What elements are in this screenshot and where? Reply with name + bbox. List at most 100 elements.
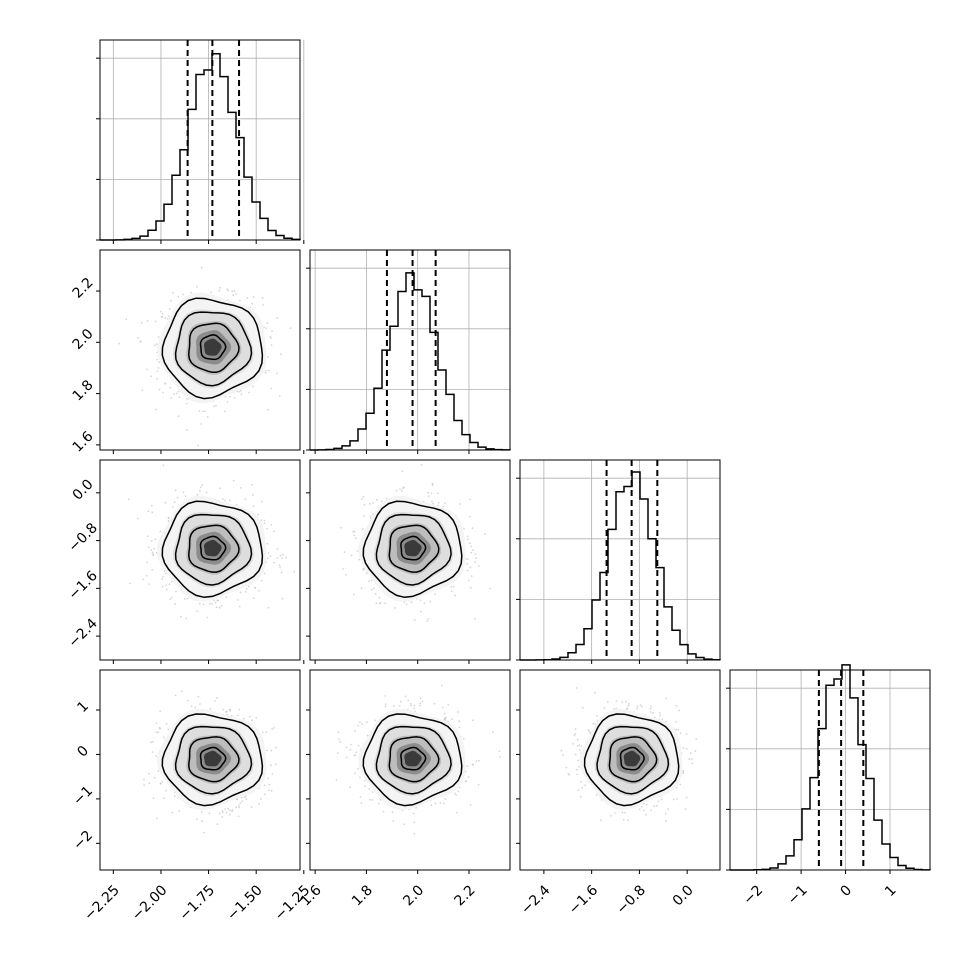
scatter-point [211,603,214,605]
scatter-point [165,723,168,725]
scatter-point [273,530,276,533]
scatter-point [451,718,454,721]
scatter-point [276,372,278,375]
scatter-point [456,711,459,713]
scatter-point [275,746,277,749]
scatter-point [165,588,168,591]
scatter-point [293,570,296,573]
scatter-point [266,527,268,530]
scatter-point [375,602,378,605]
scatter-point [450,586,452,588]
scatter-point [250,806,253,808]
scatter-point [215,404,217,407]
scatter-point [190,705,193,708]
scatter-point [262,304,264,306]
scatter-point [200,423,203,425]
hist-series [309,272,511,451]
scatter-point [129,582,132,585]
scatter-point [199,703,201,705]
scatter-point [201,410,204,413]
scatter-point [156,370,159,373]
scatter-point [218,812,221,815]
scatter-point [342,568,344,570]
scatter-point [249,715,251,718]
scatter-point [246,297,249,299]
scatter-point [489,587,492,590]
scatter-point [224,499,227,502]
scatter-point [404,695,407,698]
scatter-point [419,697,422,699]
contour-2 [188,524,240,573]
scatter-point [201,820,204,823]
scatter-point [205,491,208,494]
scatter-point [270,337,272,339]
scatter-panel-1-0 [96,249,305,454]
contour-3 [400,535,427,561]
scatter-point [214,601,217,604]
scatter-point [177,295,180,298]
contour-3 [199,334,227,361]
scatter-point [237,599,239,601]
scatter-point [162,464,165,467]
scatter-point [198,410,201,413]
scatter-point [196,494,199,496]
scatter-panel-2-1 [306,459,511,664]
scatter-point [143,784,146,786]
scatter-point [195,285,198,288]
scatter-point [238,806,240,809]
scatter-point [470,545,472,548]
scatter-point [118,342,121,345]
scatter-point [145,574,148,577]
scatter-point [182,491,185,494]
scatter-point [161,585,164,588]
scatter-point [143,778,145,781]
scatter-point [206,416,209,418]
scatter-point [266,322,269,324]
scatter-point [168,583,171,586]
scatter-point [206,616,209,619]
scatter-point [157,731,160,733]
scatter-point [474,561,477,563]
scatter-point [269,335,272,338]
scatter-point [151,751,154,754]
scatter-point [173,501,176,504]
scatter-point [270,790,273,792]
scatter-point [153,547,156,550]
scatter-point [217,599,220,602]
scatter-point [265,731,268,734]
scatter-point [141,389,144,391]
scatter-point [173,393,176,395]
scatter-point [156,377,158,380]
scatter-point [170,397,173,399]
scatter-point [162,391,165,394]
scatter-point [178,810,181,812]
scatter-point [254,586,256,589]
scatter-point [170,596,173,599]
scatter-point [394,607,396,609]
scatter-point [200,266,203,269]
scatter-point [353,534,356,537]
scatter-point [167,520,170,522]
hist-panel-2 [516,459,721,664]
scatter-point [257,589,260,592]
scatter-point [271,330,273,332]
scatter-point [229,813,231,816]
scatter-point [216,823,219,826]
scatter-point [160,782,162,785]
density-level-4 [404,539,422,557]
scatter-point [231,810,233,812]
scatter-point [268,789,270,792]
scatter-point [264,372,267,374]
scatter-point [343,551,346,554]
scatter-point [245,587,248,590]
scatter-point [164,382,167,385]
scatter-point [251,719,253,722]
hist-panel-3 [726,664,931,874]
scatter-point [155,731,158,734]
scatter-point [252,385,254,388]
contour-2 [188,736,240,783]
scatter-point [159,310,162,313]
scatter-point [281,597,284,600]
scatter-point [466,558,469,560]
